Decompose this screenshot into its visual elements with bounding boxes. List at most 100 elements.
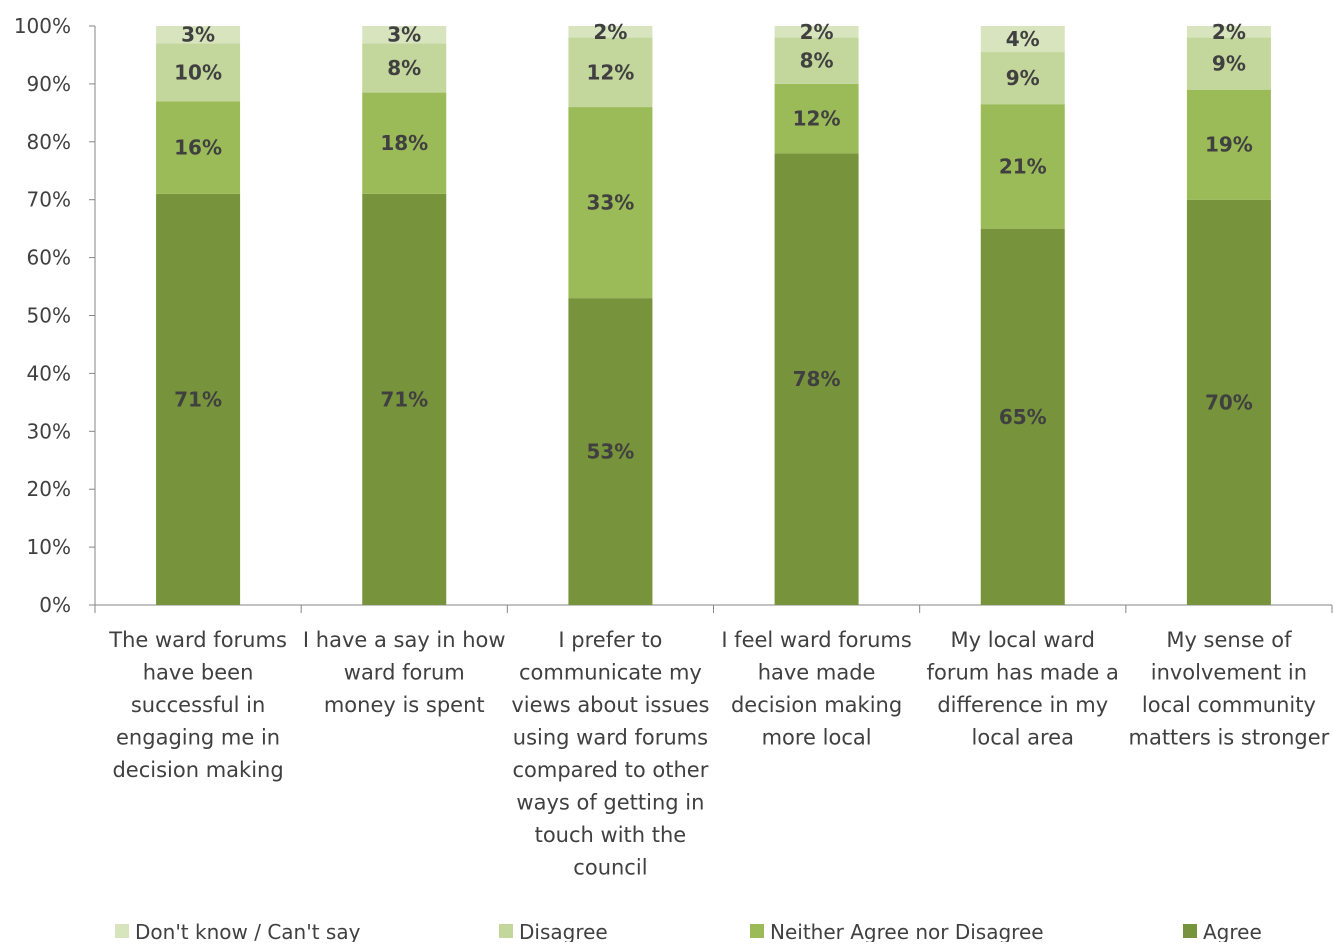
x-tick-label-line: matters is stronger: [1129, 726, 1330, 750]
bar-segment: [980, 228, 1065, 605]
bar-segment: [774, 153, 859, 605]
x-tick-label-line: My sense of: [1166, 628, 1292, 652]
x-tick-label-line: The ward forums: [108, 628, 287, 652]
x-tick-label-line: council: [573, 856, 647, 880]
bar-segment: [568, 107, 653, 299]
data-label: 2%: [1212, 20, 1246, 44]
x-tick-label-line: local area: [972, 726, 1074, 750]
data-label: 78%: [793, 367, 841, 391]
y-tick-label: 60%: [27, 246, 71, 270]
data-label: 19%: [1205, 133, 1253, 157]
data-label: 2%: [593, 20, 627, 44]
bar-segment: [774, 37, 859, 84]
y-tick-label: 70%: [27, 188, 71, 212]
data-label: 4%: [1006, 27, 1040, 51]
data-label: 3%: [387, 23, 421, 47]
x-tick-label: My local ward forum has made a difference …: [927, 628, 1119, 750]
data-label: 8%: [800, 49, 834, 73]
legend-swatch: [499, 924, 513, 938]
x-tick-label: I feel ward forums have made decision maki…: [721, 628, 912, 750]
y-tick-label: 80%: [27, 130, 71, 154]
bar-segment: [774, 83, 859, 154]
bar-segment: [156, 43, 241, 102]
data-label: 10%: [174, 60, 222, 84]
legend-swatch: [1183, 924, 1197, 938]
x-tick-label: I prefer to communicate my views about iss…: [511, 628, 709, 880]
y-tick-label: 10%: [27, 535, 71, 559]
bar-segment: [980, 104, 1065, 229]
x-tick-label: I have a say in how ward forum money is sp…: [303, 628, 506, 717]
data-label: 70%: [1205, 390, 1253, 414]
bar-segment: [568, 26, 653, 38]
data-label: 21%: [999, 154, 1047, 178]
x-tick-label: My sense of involvement in local community…: [1129, 628, 1330, 750]
y-tick-label: 0%: [39, 593, 71, 617]
x-tick-label-line: My local ward: [951, 628, 1095, 652]
x-tick-label-line: I feel ward forums: [721, 628, 912, 652]
x-tick-label-line: forum has made a: [927, 661, 1119, 685]
bar-segment: [156, 26, 241, 44]
y-tick-label: 50%: [27, 304, 71, 328]
data-label: 8%: [387, 56, 421, 80]
data-label: 53%: [586, 440, 634, 464]
x-tick-label-line: decision making: [731, 693, 902, 717]
x-tick-label-line: I prefer to: [558, 628, 662, 652]
x-tick-label-line: local community: [1142, 693, 1316, 717]
x-tick-label-line: I have a say in how: [303, 628, 506, 652]
y-tick-label: 30%: [27, 419, 71, 443]
bar-segment: [362, 43, 447, 93]
x-tick-label-line: money is spent: [324, 693, 485, 717]
bar-segment: [362, 92, 447, 194]
y-tick-label: 40%: [27, 361, 71, 385]
legend-label: Disagree: [519, 920, 608, 942]
legend-label: Don't know / Can't say: [135, 920, 361, 942]
data-label: 65%: [999, 405, 1047, 429]
legend-label: Agree: [1203, 920, 1262, 942]
data-label: 9%: [1006, 66, 1040, 90]
bar-segment: [1186, 89, 1271, 200]
x-tick-label-line: views about issues: [511, 693, 709, 717]
bar-segment: [980, 26, 1065, 53]
x-tick-label-line: difference in my: [937, 693, 1108, 717]
bar-segment: [980, 52, 1065, 105]
data-label: 3%: [181, 23, 215, 47]
bar-segment: [362, 193, 447, 605]
data-label: 12%: [793, 107, 841, 131]
bar-segment: [156, 101, 241, 194]
x-tick-label-line: involvement in: [1151, 661, 1307, 685]
y-tick-label: 20%: [27, 477, 71, 501]
x-tick-label-line: decision making: [112, 758, 283, 782]
bar-segment: [568, 298, 653, 605]
bar-segment: [1186, 199, 1271, 605]
bar-segment: [156, 193, 241, 605]
bar-segment: [1186, 37, 1271, 90]
x-tick-label-line: successful in: [131, 693, 266, 717]
bar-segment: [774, 26, 859, 38]
legend-swatch: [750, 924, 764, 938]
data-label: 71%: [174, 387, 222, 411]
x-tick-label-line: have been: [143, 661, 254, 685]
x-tick-label: The ward forums have been successful in eng…: [108, 628, 287, 782]
x-tick-label-line: touch with the: [535, 823, 687, 847]
x-tick-label-line: more local: [762, 726, 872, 750]
bar-segment: [362, 26, 447, 44]
data-label: 12%: [586, 60, 634, 84]
legend-label: Neither Agree nor Disagree: [770, 920, 1044, 942]
x-tick-label-line: engaging me in: [116, 726, 280, 750]
data-label: 16%: [174, 136, 222, 160]
bar-segment: [1186, 26, 1271, 38]
legend-swatch: [115, 924, 129, 938]
x-tick-label-line: using ward forums: [513, 726, 708, 750]
bar-segment: [568, 37, 653, 108]
data-label: 71%: [380, 387, 428, 411]
x-tick-label-line: have made: [758, 661, 876, 685]
y-tick-label: 100%: [14, 14, 71, 38]
x-tick-label-line: communicate my: [519, 661, 702, 685]
data-label: 2%: [800, 20, 834, 44]
data-label: 9%: [1212, 52, 1246, 76]
data-label: 33%: [586, 191, 634, 215]
data-label: 18%: [380, 131, 428, 155]
y-tick-label: 90%: [27, 72, 71, 96]
